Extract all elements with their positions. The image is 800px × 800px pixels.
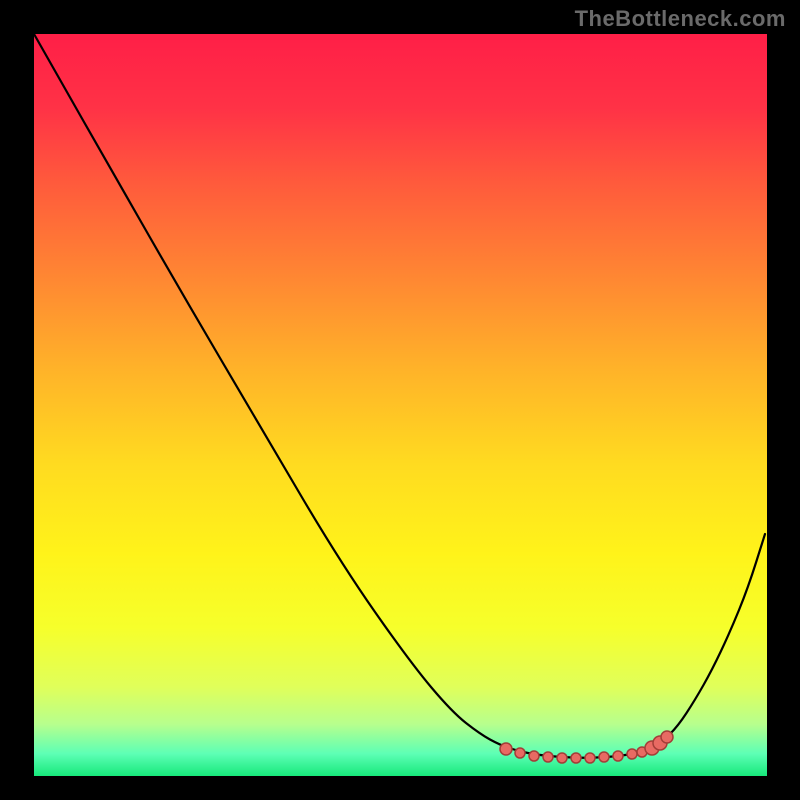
- watermark-text: TheBottleneck.com: [575, 6, 786, 32]
- optimal-range-marker: [661, 731, 673, 743]
- optimal-range-marker: [571, 753, 581, 763]
- chart-frame: TheBottleneck.com: [0, 0, 800, 800]
- optimal-range-marker: [500, 743, 512, 755]
- optimal-range-marker: [543, 752, 553, 762]
- optimal-range-marker: [599, 752, 609, 762]
- optimal-range-marker: [557, 753, 567, 763]
- bottleneck-curve-chart: [0, 0, 800, 800]
- optimal-range-marker: [515, 748, 525, 758]
- optimal-range-marker: [613, 751, 623, 761]
- optimal-range-marker: [529, 751, 539, 761]
- chart-gradient-background: [34, 34, 767, 776]
- optimal-range-marker: [627, 749, 637, 759]
- optimal-range-marker: [585, 753, 595, 763]
